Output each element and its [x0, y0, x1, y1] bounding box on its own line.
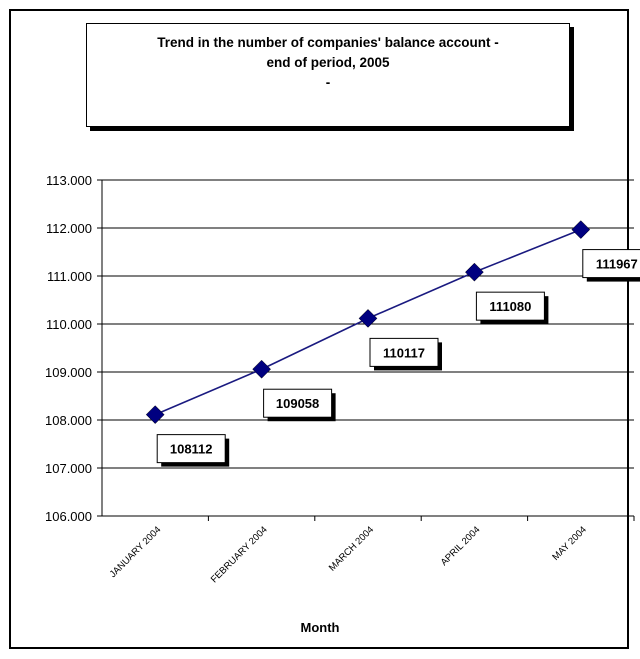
y-tick-label: 107.000: [45, 461, 92, 476]
x-tick-label: JANUARY 2004: [108, 524, 164, 580]
y-tick-label: 112.000: [46, 221, 92, 236]
chart-title-line-1: Trend in the number of companies' balanc…: [157, 35, 499, 50]
y-tick-label: 108.000: [45, 413, 92, 428]
data-point: [358, 309, 378, 328]
data-label: 108112: [170, 442, 213, 457]
x-tick-label: MAY 2004: [550, 524, 589, 563]
data-point: [571, 220, 591, 239]
data-label: 111967: [596, 257, 638, 272]
y-tick-label: 111.000: [47, 269, 92, 284]
chart-title-box: Trend in the number of companies' balanc…: [86, 23, 570, 127]
data-label-box: [263, 388, 333, 418]
data-point: [252, 359, 271, 379]
data-label: 110117: [383, 345, 425, 360]
y-tick-label: 109.000: [45, 365, 92, 380]
x-tick-label: APRIL 2004: [439, 524, 483, 568]
data-label-box: [369, 337, 439, 367]
data-label-box: [582, 249, 640, 279]
data-label: 109058: [276, 396, 319, 411]
y-tick-label: 106.000: [45, 509, 92, 524]
data-label-box: [475, 291, 545, 321]
x-axis-title: Month: [300, 620, 340, 635]
data-label: 111080: [489, 299, 531, 314]
x-tick-label: MARCH 2004: [327, 524, 376, 573]
data-point: [145, 405, 165, 424]
data-point: [465, 262, 484, 282]
y-tick-label: 113.000: [46, 173, 92, 188]
data-label-box: [156, 434, 226, 464]
x-tick-label: FEBRUARY 2004: [209, 524, 270, 585]
chart-title-line-2: end of period, 2005: [266, 55, 390, 70]
y-tick-label: 110.000: [46, 317, 92, 332]
chart-title-line-3: -: [325, 75, 331, 90]
